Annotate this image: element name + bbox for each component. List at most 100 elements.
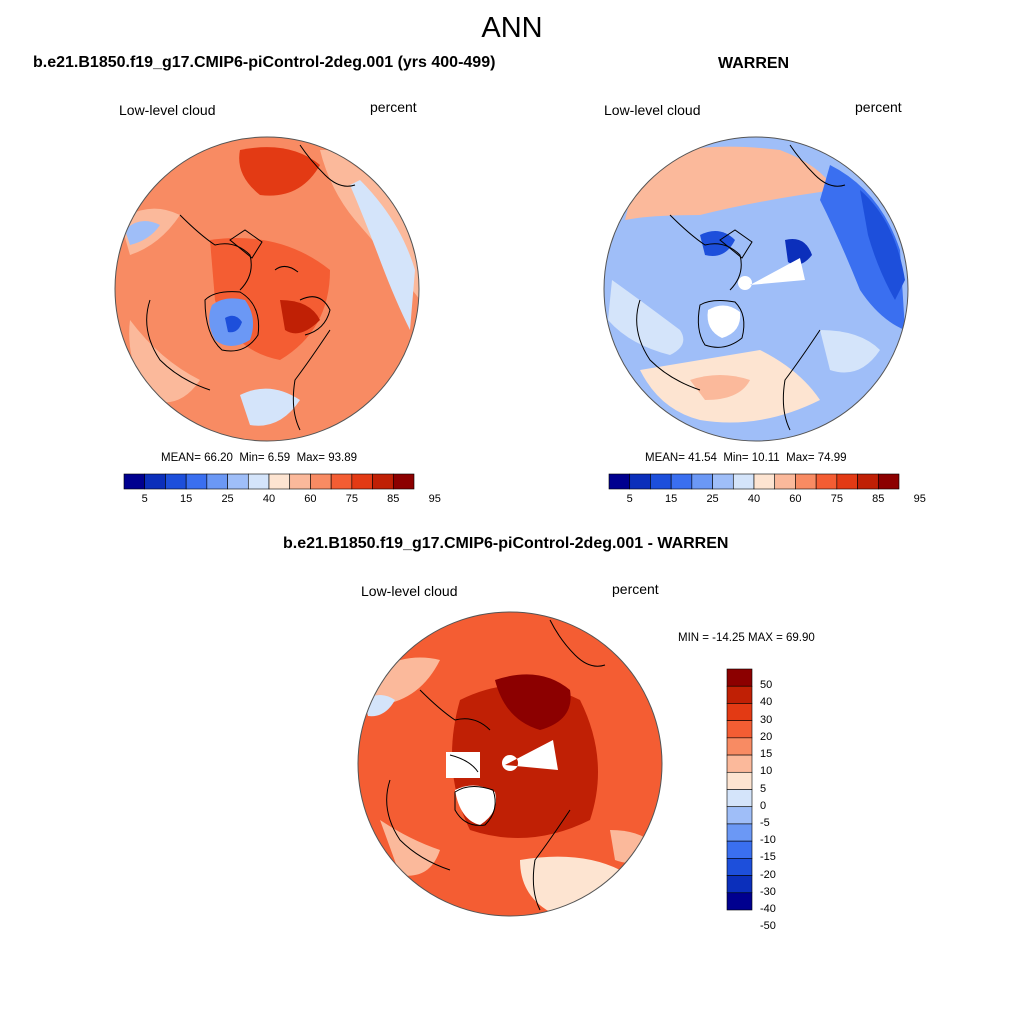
diff-region-southwest-light [380, 820, 440, 876]
diff-colorbar-swatch [726, 823, 753, 842]
obs-panel-title: WARREN [718, 55, 790, 72]
model-colorbar-swatch [310, 473, 332, 490]
diff-colorbar [726, 668, 753, 911]
model-colorbar-tick-label: 25 [221, 493, 234, 505]
diff-colorbar-swatch [726, 703, 753, 721]
model-region-atlantic-blue [125, 221, 160, 245]
obs-colorbar-tick-label: 60 [789, 493, 802, 505]
diff-colorbar-tick-label: -20 [760, 868, 776, 881]
obs-colorbar-swatch [712, 473, 734, 490]
model-region-pacific-blue [350, 180, 415, 330]
obs-missing-pole [738, 258, 805, 290]
model-colorbar-swatch [206, 473, 228, 490]
model-colorbar [123, 473, 415, 490]
diff-colorbar-swatch [726, 737, 753, 756]
model-colorbar-swatch [289, 473, 311, 490]
diff-colorbar-swatch [726, 789, 753, 808]
obs-colorbar-swatch [815, 473, 838, 490]
diff-colorbar-tick-label: -30 [760, 885, 776, 898]
diff-colorbar-tick-label: 20 [760, 730, 773, 743]
obs-colorbar-swatch [732, 473, 755, 490]
obs-colorbar-swatch [857, 473, 879, 490]
diff-colorbar-swatch [726, 858, 753, 876]
model-region-siberia-dark [239, 147, 320, 196]
obs-colorbar-swatch [691, 473, 713, 490]
diff-coastlines [386, 619, 606, 911]
obs-colorbar-swatch [753, 473, 776, 490]
diff-colorbar-swatch [726, 806, 753, 825]
model-colorbar-swatch [123, 473, 146, 490]
diff-colorbar-swatch [726, 840, 753, 859]
model-colorbar-swatch [268, 473, 291, 490]
obs-colorbar-swatch [670, 473, 693, 490]
obs-colorbar-tick-label: 5 [626, 493, 633, 505]
obs-colorbar-tick-label: 95 [913, 493, 926, 505]
diff-colorbar-tick-label: 30 [760, 713, 773, 726]
diff-colorbar-tick-label: 10 [760, 765, 773, 778]
obs-region-east-pale [820, 330, 880, 373]
diff-region-max [495, 674, 571, 730]
model-colorbar-tick-label: 95 [428, 493, 441, 505]
model-colorbar-tick-label: 60 [304, 493, 317, 505]
model-colorbar-tick-label: 75 [345, 493, 358, 505]
model-map-border [114, 136, 420, 442]
diff-colorbar-tick-label: 5 [760, 782, 767, 795]
model-colorbar-swatch [392, 473, 415, 490]
diff-region-southeast-light [610, 830, 655, 863]
diff-variable-label: Low-level cloud [361, 583, 458, 599]
obs-colorbar-tick-label: 85 [872, 493, 885, 505]
model-units-label: percent [370, 99, 417, 115]
model-colorbar-tick-label: 15 [180, 493, 193, 505]
obs-region-deep2 [785, 239, 812, 265]
obs-region-north-light [625, 146, 835, 220]
diff-panel-title: b.e21.B1850.f19_g17.CMIP6-piControl-2deg… [283, 535, 729, 552]
diff-units-label: percent [612, 581, 659, 597]
model-min-value: 6.59 [267, 452, 291, 464]
model-greenland-core [225, 315, 242, 333]
obs-colorbar-swatch [629, 473, 651, 490]
obs-colorbar-swatch [774, 473, 796, 490]
diff-minmax-label: MIN = -14.25 MAX = 69.90 [678, 632, 815, 644]
diff-colorbar-tick-label: -10 [760, 834, 776, 847]
diff-region-south-pale [520, 856, 620, 912]
model-colorbar-swatch [185, 473, 208, 490]
obs-variable-label: Low-level cloud [604, 102, 701, 118]
obs-mean-value: 41.54 [688, 452, 717, 464]
figure-title: ANN [481, 12, 543, 44]
diff-polar-map [358, 612, 662, 916]
model-colorbar-tick-label: 5 [141, 493, 148, 505]
model-colorbar-swatch [247, 473, 270, 490]
obs-region-europe-salmon [690, 375, 750, 400]
model-max-label: Max= [296, 452, 326, 464]
model-mean-label: MEAN= [161, 452, 201, 464]
diff-missing-pole [502, 740, 558, 771]
model-colorbar-swatch [227, 473, 249, 490]
diff-colorbar-swatch [726, 875, 753, 894]
diff-colorbar-tick-label: -5 [760, 816, 770, 829]
diff-colorbar-tick-label: -15 [760, 851, 776, 864]
obs-colorbar-swatch [877, 473, 900, 490]
obs-units-label: percent [855, 99, 902, 115]
obs-mean-label: MEAN= [645, 452, 685, 464]
model-colorbar-swatch [372, 473, 394, 490]
model-coastlines [146, 144, 356, 431]
obs-missing-greenland [707, 305, 741, 338]
model-variable-label: Low-level cloud [119, 102, 216, 118]
model-min-label: Min= [239, 452, 265, 464]
diff-missing-block [446, 752, 480, 778]
obs-colorbar-tick-label: 40 [747, 493, 761, 505]
diff-colorbar-swatch [726, 668, 753, 687]
diff-colorbar-swatch [726, 754, 753, 773]
diff-colorbar-tick-label: 40 [760, 696, 773, 709]
diff-colorbar-tick-label: 15 [760, 748, 773, 761]
diff-missing-greenland [455, 785, 496, 825]
model-colorbar-swatch [351, 473, 373, 490]
model-region-core [280, 300, 320, 334]
obs-region-south-pale [608, 280, 684, 355]
obs-colorbar-tick-label: 75 [830, 493, 843, 505]
obs-max-value: 74.99 [817, 452, 847, 464]
diff-colorbar-tick-label: -40 [760, 903, 776, 915]
obs-polar-map [604, 137, 908, 441]
model-colorbar-tick-label: 85 [387, 493, 400, 505]
